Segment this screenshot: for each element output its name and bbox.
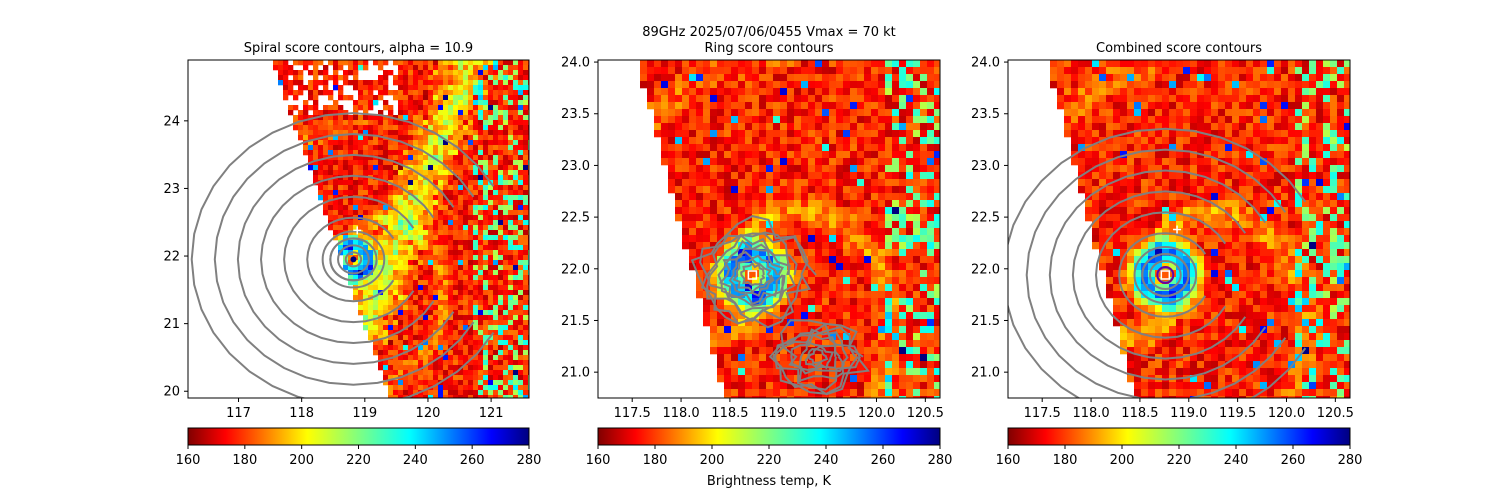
x-tick-label: 117.5	[614, 406, 651, 421]
colorbar-tick-label: 200	[1110, 453, 1135, 468]
panel-title: Spiral score contours, alpha = 10.9	[244, 41, 473, 56]
y-tick-label: 20	[163, 385, 180, 400]
x-tick-label: 120.0	[858, 406, 895, 421]
ring-panel: Ring score contours 117.5 118.0 118.5 119.0 1…	[561, 41, 952, 468]
colorbar	[597, 427, 941, 446]
eye-marker	[350, 256, 357, 263]
y-tick-label: 23.0	[561, 159, 590, 174]
y-tick-label: 22.0	[561, 262, 590, 277]
colorbar-label: Brightness temp, K	[707, 474, 832, 489]
y-tick-label: 24.0	[561, 56, 590, 71]
x-tick-label: 118.0	[1072, 406, 1109, 421]
x-tick-label: 118.0	[662, 406, 699, 421]
x-tick-label: 117.5	[1024, 406, 1061, 421]
x-tick-label: 120.0	[1268, 406, 1305, 421]
x-tick-label: 119.0	[1170, 406, 1207, 421]
colorbar-tick-label: 280	[928, 453, 953, 468]
y-tick-label: 24.0	[971, 56, 1000, 71]
panel-title: Ring score contours	[704, 41, 833, 56]
axes-frame	[187, 59, 530, 399]
x-tick-label: 118	[289, 406, 314, 421]
x-tick-label: 118.5	[711, 406, 748, 421]
spiral-panel: Spiral score contours, alpha = 10.9 117 11…	[163, 41, 541, 468]
y-tick-label: 21.5	[561, 314, 590, 329]
figure-suptitle: 89GHz 2025/07/06/0455 Vmax = 70 kt	[642, 25, 896, 40]
y-tick-label: 23	[163, 182, 180, 197]
brightness-field	[273, 60, 529, 398]
y-tick-label: 22.5	[561, 211, 590, 226]
colorbar-tick-label: 180	[1053, 453, 1078, 468]
center-marker	[747, 270, 758, 280]
y-tick-label: 21	[163, 317, 180, 332]
eye-ring	[1156, 265, 1175, 284]
y-tick-label: 21.0	[561, 366, 590, 381]
colorbar-tick-label: 220	[346, 453, 371, 468]
x-tick-label: 120.5	[1317, 406, 1354, 421]
y-tick-label: 24	[163, 114, 180, 129]
y-tick-label: 23.5	[971, 107, 1000, 122]
y-tick-label: 22.5	[971, 211, 1000, 226]
colorbar-tick-label: 240	[814, 453, 839, 468]
colorbar	[1007, 427, 1351, 446]
colorbar-tick-label: 200	[289, 453, 314, 468]
colorbar-tick-label: 180	[643, 453, 668, 468]
colorbar-tick-label: 220	[757, 453, 782, 468]
first-guess-marker	[1173, 225, 1182, 234]
y-tick-label: 23.5	[561, 107, 590, 122]
colorbar-tick-label: 240	[403, 453, 428, 468]
x-tick-label: 121	[479, 406, 504, 421]
x-tick-label: 120	[416, 406, 441, 421]
axes-frame	[1007, 59, 1351, 399]
colorbar-tick-label: 200	[700, 453, 725, 468]
colorbar-tick-label: 160	[996, 453, 1021, 468]
y-tick-label: 23.0	[971, 159, 1000, 174]
x-tick-label: 117	[226, 406, 251, 421]
axes-frame	[597, 59, 941, 399]
colorbar-tick-label: 260	[1281, 453, 1306, 468]
brightness-field	[1050, 60, 1350, 398]
x-tick-label: 119.5	[809, 406, 846, 421]
panel-title: Combined score contours	[1096, 41, 1262, 56]
colorbar-tick-label: 280	[1338, 453, 1363, 468]
colorbar-tick-label: 260	[871, 453, 896, 468]
first-guess-marker	[353, 226, 362, 235]
score-contours	[690, 215, 870, 396]
y-tick-label: 21.5	[971, 314, 1000, 329]
colorbar-tick-label: 280	[517, 453, 542, 468]
x-tick-label: 118.5	[1121, 406, 1158, 421]
x-tick-label: 119.5	[1219, 406, 1256, 421]
colorbar-tick-label: 160	[176, 453, 201, 468]
x-tick-label: 119	[352, 406, 377, 421]
x-tick-label: 119.0	[760, 406, 797, 421]
colorbar-tick-label: 260	[460, 453, 485, 468]
y-tick-label: 21.0	[971, 366, 1000, 381]
center-marker	[1160, 270, 1171, 280]
score-contours	[1008, 127, 1307, 398]
colorbar	[187, 427, 530, 446]
score-contours	[190, 112, 495, 398]
y-tick-label: 22	[163, 250, 180, 265]
combined-panel: Combined score contours 117.5 118.0 118.5 11…	[971, 41, 1362, 468]
colorbar-tick-label: 220	[1167, 453, 1192, 468]
colorbar-tick-label: 240	[1224, 453, 1249, 468]
colorbar-tick-label: 180	[232, 453, 257, 468]
x-tick-label: 120.5	[907, 406, 944, 421]
y-tick-label: 22.0	[971, 262, 1000, 277]
colorbar-tick-label: 160	[586, 453, 611, 468]
